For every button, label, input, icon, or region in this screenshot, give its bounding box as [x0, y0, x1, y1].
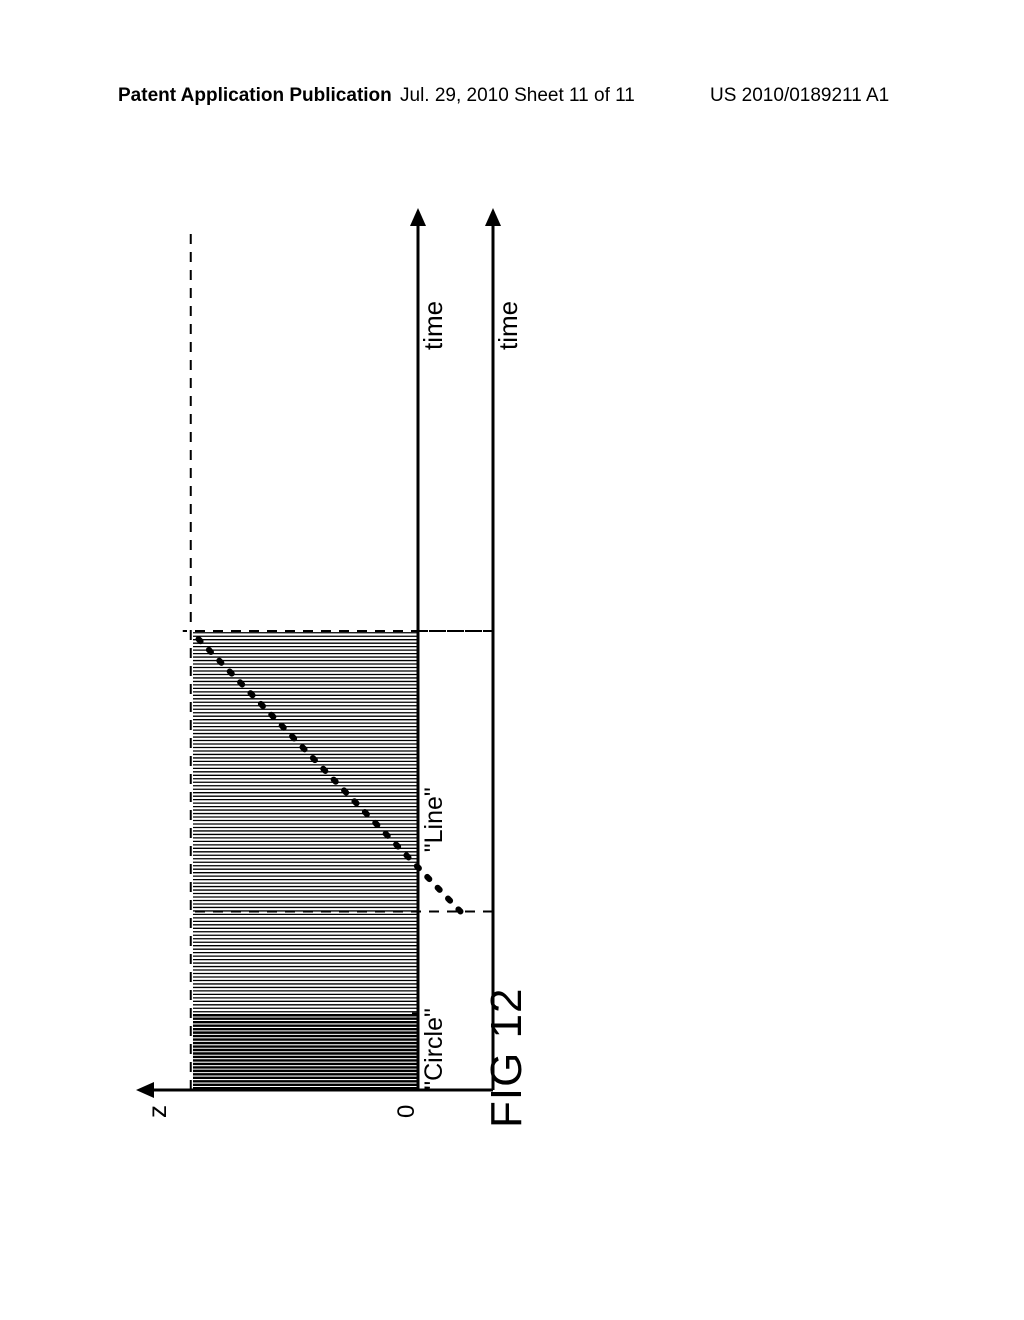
header-center-text: Jul. 29, 2010 Sheet 11 of 11: [400, 85, 635, 107]
header-left-text: Patent Application Publication: [118, 85, 392, 107]
circle-region: [193, 1015, 418, 1088]
z-time-chart: time z: [136, 208, 523, 1118]
line-region: [193, 633, 418, 1012]
bar-time-chart: time 0 "Circle" "Line": [148, 208, 448, 1118]
svg-text:"Circle": "Circle": [420, 1008, 448, 1090]
figure-container: time z time 0 "Circle" "Line" FIG 12: [118, 170, 908, 1220]
header-right-text: US 2010/0189211 A1: [710, 85, 889, 107]
svg-text:z: z: [142, 1105, 172, 1118]
svg-text:time: time: [493, 301, 523, 350]
svg-text:0: 0: [393, 1105, 420, 1118]
svg-text:time: time: [418, 301, 448, 350]
svg-text:"Line": "Line": [420, 787, 448, 852]
figure-label: FIG 12: [482, 988, 532, 1129]
